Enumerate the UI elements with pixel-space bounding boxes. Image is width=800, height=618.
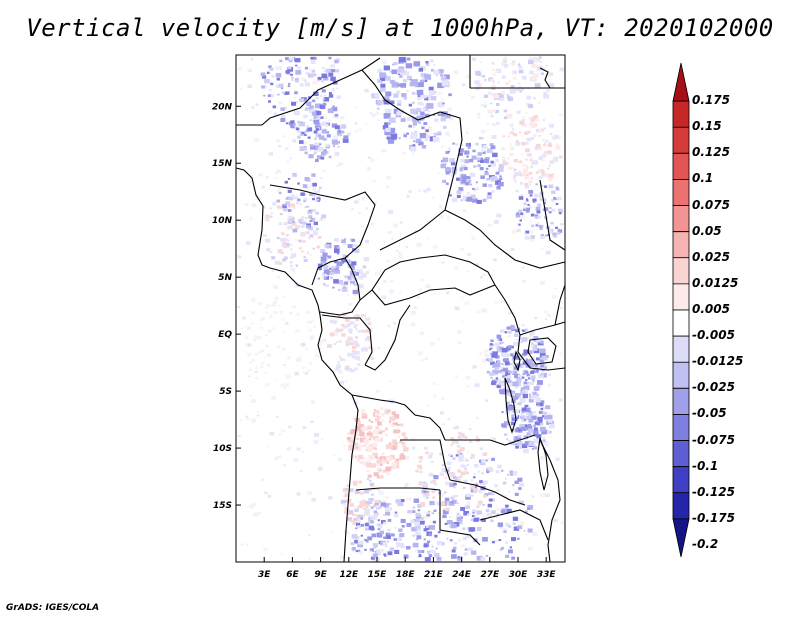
border-south-sudan xyxy=(444,209,566,269)
border-zimbabwe xyxy=(479,509,549,541)
lake-victoria xyxy=(527,337,557,365)
colorbar-label: -0.0125 xyxy=(692,354,744,369)
border-botswana xyxy=(439,490,481,546)
colorbar-segment xyxy=(672,257,690,285)
lon-tick-label: 12E xyxy=(339,570,359,580)
border-drc-west xyxy=(364,304,411,371)
lat-tick-label: 20N xyxy=(212,102,233,112)
coastline-west xyxy=(235,167,359,563)
lake-malawi xyxy=(537,437,549,491)
colorbar-segment xyxy=(672,126,690,154)
colorbar-segment xyxy=(672,518,690,558)
lon-tick-label: 15E xyxy=(368,570,388,580)
colorbar-segment xyxy=(672,335,690,363)
lat-tick-label: 5N xyxy=(218,273,232,283)
lon-tick-label: 30E xyxy=(509,570,529,580)
colorbar-segment xyxy=(672,466,690,494)
colorbar-label: -0.005 xyxy=(692,328,735,343)
border-tanzania xyxy=(517,351,566,371)
map-axes: 3E 6E 9E 12E 15E 18E 21E 24E 27E 30E 33E 20N 15N 10N 5… xyxy=(212,102,556,580)
border-kenya xyxy=(554,284,566,326)
colorbar-label: 0.0125 xyxy=(692,275,739,290)
colorbar-segment xyxy=(672,205,690,233)
footer-credit: GrADS: IGES/COLA xyxy=(6,603,100,613)
lat-tick-label: 15N xyxy=(212,159,233,169)
colorbar-label: -0.2 xyxy=(692,537,719,551)
colorbar-label: -0.1 xyxy=(692,458,719,473)
lat-tick-label: 15S xyxy=(213,501,232,511)
colorbar-label: -0.175 xyxy=(692,510,735,525)
lat-tick-label: 10N xyxy=(212,216,233,226)
border-gabon-congo xyxy=(321,314,373,366)
colorbar-label: 0.025 xyxy=(692,249,730,264)
colorbar-label: 0.05 xyxy=(692,223,722,238)
colorbar-label: -0.05 xyxy=(692,406,727,421)
lat-tick-label: EQ xyxy=(218,330,232,340)
border-car xyxy=(359,254,496,301)
colorbar-segment xyxy=(672,62,690,102)
lon-tick-label: 9E xyxy=(314,570,327,580)
lat-tick-label: 5S xyxy=(219,387,232,397)
colorbar-label: -0.025 xyxy=(692,380,735,395)
border-sudan-chad xyxy=(379,209,446,251)
colorbar-segment xyxy=(672,152,690,180)
border-angola-zambia xyxy=(400,439,451,481)
border-sahel xyxy=(236,57,381,126)
colorbar-label: 0.075 xyxy=(692,197,730,212)
colorbar-label: 0.1 xyxy=(692,171,714,186)
map-panel xyxy=(235,54,566,563)
colorbar-segment xyxy=(672,309,690,337)
country-borders xyxy=(235,55,566,563)
nile-coast xyxy=(539,67,551,89)
colorbar-label: 0.125 xyxy=(692,145,730,160)
border-angola-drc xyxy=(351,394,446,441)
border-car-south xyxy=(371,284,496,306)
colorbar-label: 0.175 xyxy=(692,93,730,108)
colorbar-segment xyxy=(672,283,690,311)
lon-tick-label: 6E xyxy=(286,570,299,580)
border-drc-east xyxy=(494,284,521,353)
border-niger-chad xyxy=(361,69,463,211)
lon-tick-label: 24E xyxy=(452,570,472,580)
lon-tick-label: 18E xyxy=(396,570,416,580)
colorbar-segment xyxy=(672,231,690,259)
lon-tick-label: 27E xyxy=(480,570,500,580)
colorbar-label: 0.005 xyxy=(692,302,730,316)
lon-tick-label: 33E xyxy=(537,570,557,580)
colorbar-segment xyxy=(672,440,690,468)
lake-tanganyika xyxy=(504,377,517,434)
border-nigeria xyxy=(269,184,376,286)
colorbar xyxy=(672,62,690,558)
lat-tick-label: 10S xyxy=(213,444,232,454)
velocity-field xyxy=(237,56,565,562)
colorbar-label: -0.075 xyxy=(692,432,735,447)
colorbar-label: 0.15 xyxy=(692,119,722,134)
border-uganda xyxy=(519,321,566,336)
colorbar-segment xyxy=(672,100,690,128)
colorbar-segment xyxy=(672,492,690,520)
colorbar-segment xyxy=(672,361,690,389)
colorbar-segment xyxy=(672,179,690,206)
map-frame xyxy=(235,54,566,563)
lake-kivu xyxy=(513,350,521,372)
lon-tick-label: 3E xyxy=(258,570,271,580)
border-namibia xyxy=(355,487,441,491)
colorbar-segment xyxy=(672,414,690,441)
chart-title: Vertical velocity [m/s] at 1000hPa, VT: … xyxy=(26,14,774,42)
border-zambia xyxy=(445,434,536,446)
lon-tick-label: 21E xyxy=(424,570,444,580)
colorbar-label: -0.125 xyxy=(692,484,735,499)
border-ethiopia xyxy=(539,179,566,251)
colorbar-segment xyxy=(672,387,690,415)
border-mozambique xyxy=(539,439,561,563)
border-zambia-south xyxy=(449,479,526,506)
